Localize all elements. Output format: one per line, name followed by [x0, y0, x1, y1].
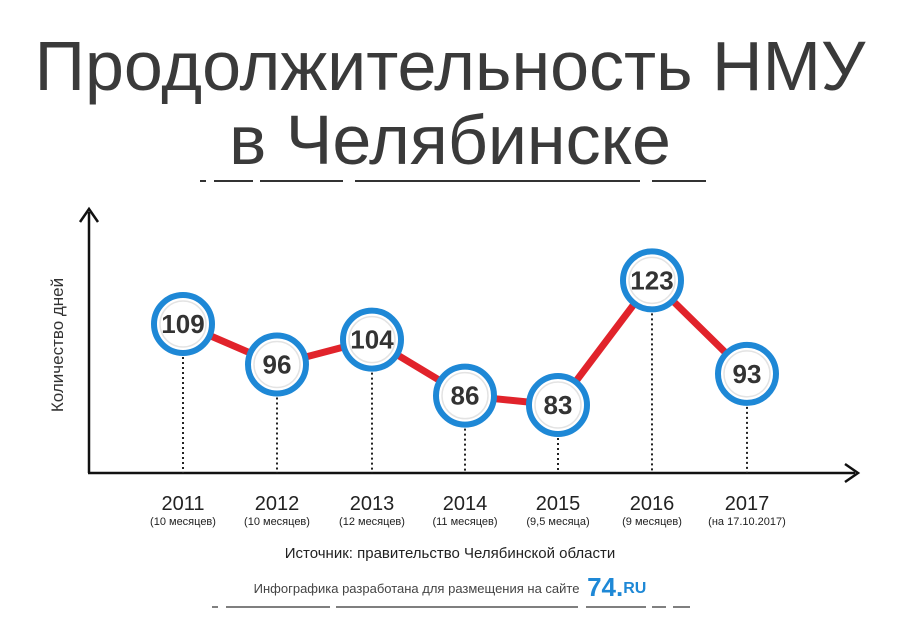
data-label: 86	[451, 381, 480, 411]
x-axis-arrow	[844, 462, 861, 484]
y-axis-label: Количество дней	[48, 277, 67, 413]
site-logo-number: 74	[587, 572, 616, 602]
site-logo-dot: .	[616, 572, 624, 602]
data-point-inner	[253, 340, 301, 389]
data-point-inner	[441, 371, 489, 420]
source-note: Источник: правительство Челябинской обла…	[284, 545, 616, 562]
data-point-inner	[723, 350, 771, 398]
data-point-inner	[628, 256, 676, 305]
x-tick-year: 2017	[724, 493, 770, 515]
site-logo-ru: RU	[623, 580, 647, 597]
data-point: 104	[340, 307, 404, 372]
data-point-inner	[534, 381, 582, 429]
x-tick-label: 2013 (12 месяцев)	[317, 493, 427, 529]
x-tick-year: 2015	[535, 493, 581, 515]
x-tick-note: (9,5 месяца)	[526, 516, 590, 528]
x-tick-note: (11 месяцев)	[432, 516, 498, 528]
data-point: 123	[620, 248, 684, 313]
data-point: 109	[151, 292, 215, 356]
data-point-inner	[348, 315, 396, 364]
x-tick-year: 2014	[442, 493, 488, 515]
x-tick-year: 2016	[629, 493, 675, 515]
x-tick-label: 2015 (9,5 месяца)	[503, 493, 613, 529]
x-tick-note: (10 месяцев)	[150, 516, 216, 528]
x-tick-label: 2014 (11 месяцев)	[410, 493, 520, 529]
data-label: 123	[630, 265, 673, 295]
data-label: 104	[350, 325, 394, 355]
data-label: 96	[263, 350, 292, 380]
x-tick-year: 2012	[254, 493, 300, 515]
credit-text: Инфографика разработана для размещения н…	[253, 581, 580, 596]
y-axis-arrow	[78, 206, 100, 223]
x-tick-note: (на 17.10.2017)	[708, 516, 786, 528]
data-point: 86	[433, 363, 497, 428]
data-label: 83	[544, 390, 573, 420]
data-point: 83	[526, 373, 590, 437]
x-tick-label: 2017 (на 17.10.2017)	[692, 493, 802, 529]
x-tick-label: 2016 (9 месяцев)	[597, 493, 707, 529]
x-tick-note: (10 месяцев)	[244, 516, 310, 528]
data-point-inner	[159, 300, 207, 348]
x-tick-note: (9 месяцев)	[622, 516, 682, 528]
x-tick-note: (12 месяцев)	[339, 516, 405, 528]
credit-note: Инфографика разработана для размещения н…	[0, 572, 900, 603]
x-tick-label: 2011 (10 месяцев)	[128, 493, 238, 529]
data-point: 96	[245, 332, 309, 397]
x-tick-label: 2012 (10 месяцев)	[222, 493, 332, 529]
data-label: 93	[733, 359, 762, 389]
data-label: 109	[161, 309, 204, 339]
x-tick-year: 2013	[349, 493, 395, 515]
data-point: 93	[715, 341, 779, 406]
page-title-line1: Продолжительность НМУ	[34, 27, 866, 105]
x-tick-year: 2011	[161, 493, 205, 515]
page-title-line2: в Челябинске	[229, 101, 671, 179]
